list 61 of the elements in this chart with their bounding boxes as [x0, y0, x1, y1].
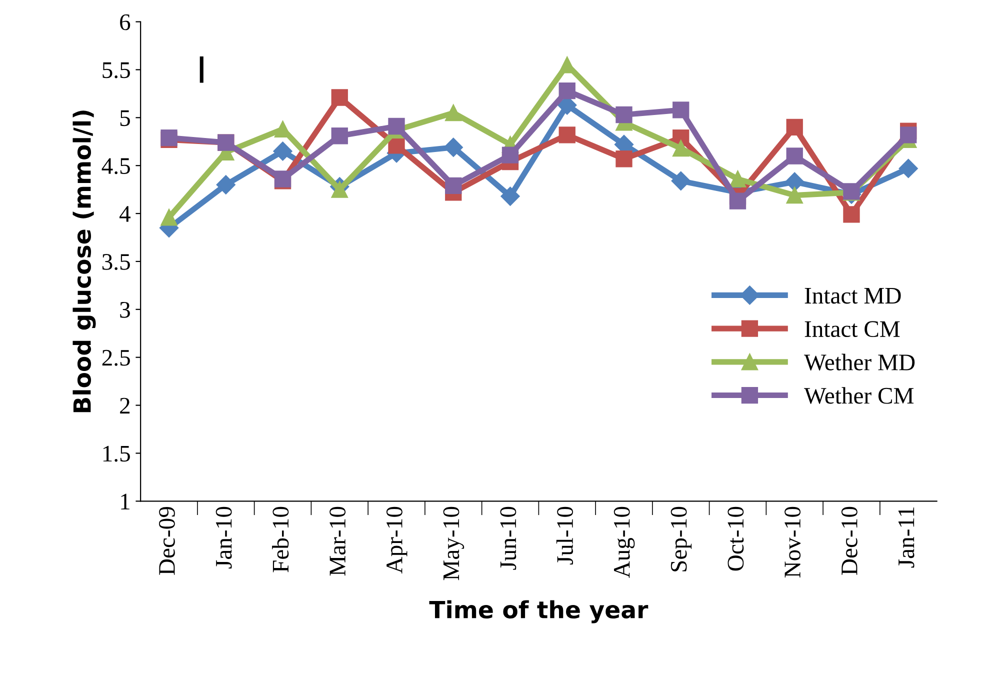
x-tick-label: Nov-10 [784, 506, 801, 578]
x-tick-label: Jan-10 [216, 506, 232, 568]
legend-label: Wether CM [804, 387, 914, 404]
y-tick-label: 4.5 [102, 158, 130, 174]
point [785, 172, 804, 192]
x-tick-label: Jun-10 [500, 506, 516, 570]
point [900, 126, 917, 144]
x-tick-label: Sep-10 [670, 506, 692, 572]
y-tick-label: 2.5 [102, 350, 130, 366]
point [558, 82, 576, 100]
x-tick-label: Dec-10 [841, 506, 858, 575]
point [331, 128, 348, 144]
point [388, 118, 405, 135]
x-tick-label: Feb-10 [272, 506, 289, 572]
x-tick-label: Dec-09 [158, 506, 175, 575]
x-tick-label: Jan-11 [898, 507, 914, 568]
point [672, 102, 690, 118]
point [616, 150, 632, 168]
point [216, 175, 236, 194]
legend-label: Intact CM [804, 321, 900, 338]
point [671, 171, 690, 190]
point [160, 209, 178, 226]
x-tick-label: May-10 [443, 506, 464, 580]
point [558, 126, 576, 144]
legend-label: Wether MD [804, 354, 915, 371]
y-tick-label: 3 [120, 302, 130, 318]
y-tick-label: 5 [120, 110, 130, 126]
x-tick-label: Apr-10 [386, 506, 408, 574]
point [331, 89, 348, 106]
annotation: I [200, 56, 204, 83]
y-tick-label: 3.5 [102, 254, 130, 270]
point [616, 106, 632, 124]
point [672, 140, 690, 157]
x-tick-label: Jul-10 [556, 506, 574, 565]
point [898, 158, 918, 178]
x-tick-label: Aug-10 [614, 506, 635, 578]
y-tick-label: 5.5 [102, 62, 130, 78]
point [445, 177, 462, 194]
x-tick-label: Mar-10 [330, 506, 346, 576]
point [331, 181, 348, 198]
x-tick-label: Oct-10 [728, 506, 744, 571]
y-tick-label: 1 [121, 494, 130, 510]
point [502, 146, 519, 164]
point [786, 148, 803, 164]
point [843, 206, 860, 223]
point [445, 104, 462, 122]
point [786, 186, 803, 204]
point [444, 138, 463, 157]
point [729, 192, 746, 210]
point [388, 137, 405, 154]
y-tick-label: 1.5 [103, 446, 130, 462]
point [786, 118, 803, 136]
y-tick-label: 6 [120, 14, 130, 30]
y-tick-label: 4 [120, 206, 130, 222]
point [273, 142, 292, 161]
y-axis-title: Blood glucose (mmol/l) [72, 110, 96, 412]
y-tick-label: 2 [120, 398, 130, 414]
legend-label: Intact MD [804, 288, 901, 304]
point [729, 170, 746, 188]
x-axis-title: Time of the year [429, 600, 648, 624]
point [500, 186, 520, 206]
